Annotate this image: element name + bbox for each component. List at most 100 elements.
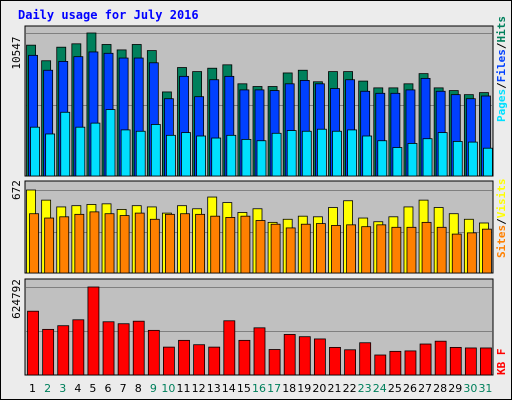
bar-sites-day-15 (240, 215, 251, 274)
bar-pages-day-26 (407, 143, 418, 177)
top-ymax-label: 10547 (10, 36, 23, 69)
x-tick-label: 14 (222, 382, 236, 395)
middle-legend: Sites/Visits (495, 179, 508, 259)
bar-pages-day-8 (135, 130, 146, 177)
bar-kbytes-day-9 (147, 329, 160, 376)
bar-kbytes-day-14 (223, 320, 236, 376)
bar-sites-day-30 (466, 232, 477, 274)
bar-pages-day-15 (241, 138, 252, 177)
x-tick-label: 8 (135, 382, 142, 395)
bar-kbytes-day-5 (87, 286, 100, 376)
bar-pages-day-9 (150, 124, 161, 177)
bar-pages-day-30 (467, 141, 478, 177)
middle-ymax-label: 672 (10, 180, 23, 200)
bar-kbytes-day-12 (193, 344, 206, 376)
bar-sites-day-26 (406, 226, 417, 274)
bar-kbytes-day-28 (434, 340, 447, 376)
bar-pages-day-1 (30, 126, 40, 177)
x-tick-label: 29 (448, 382, 462, 395)
bar-sites-day-23 (361, 226, 372, 274)
bar-pages-day-23 (362, 135, 373, 177)
x-axis-labels: 1 2 3 4 5 6 7 8 9 10 11 12 13 14 15 16 17 18 19 20 21 22 23 24 2… (29, 382, 492, 395)
bar-pages-day-18 (286, 130, 297, 177)
bar-sites-day-7 (119, 215, 130, 274)
bar-pages-day-2 (45, 133, 56, 177)
legend-visits: Visits (495, 179, 508, 219)
legend-sites: Sites (495, 225, 508, 258)
x-tick-label: 26 (403, 382, 417, 395)
bars-layer (26, 32, 493, 376)
bar-sites-day-21 (331, 225, 341, 274)
bar-sites-day-5 (89, 211, 100, 274)
bar-kbytes-day-24 (374, 354, 387, 376)
bar-sites-day-2 (44, 217, 55, 274)
bar-kbytes-day-3 (57, 325, 70, 376)
bar-kbytes-day-15 (238, 339, 251, 376)
bottom-ymax-label: 624792 (10, 279, 23, 319)
bar-pages-day-13 (211, 137, 222, 177)
bar-sites-day-27 (421, 221, 432, 274)
bar-pages-day-31 (483, 147, 493, 177)
x-tick-label: 19 (297, 382, 311, 395)
bar-sites-day-22 (346, 224, 356, 274)
legend-kbytes: KB F (495, 349, 508, 376)
bar-pages-day-14 (226, 134, 237, 177)
bar-kbytes-day-13 (208, 346, 221, 376)
x-tick-label: 16 (252, 382, 266, 395)
x-tick-label: 12 (192, 382, 206, 395)
bar-sites-day-16 (255, 220, 266, 274)
bar-pages-day-28 (437, 132, 448, 177)
bar-kbytes-day-6 (102, 321, 115, 376)
svg-text:Sites/Visits: Sites/Visits (495, 179, 508, 259)
bar-kbytes-day-27 (419, 343, 432, 376)
bar-sites-day-17 (270, 223, 281, 274)
x-tick-label: 22 (343, 382, 357, 395)
bar-kbytes-day-1 (27, 310, 39, 376)
bar-pages-day-6 (105, 109, 116, 177)
bar-pages-day-11 (181, 132, 191, 177)
bar-kbytes-day-4 (72, 319, 85, 376)
bar-sites-day-14 (225, 217, 236, 274)
svg-text:Pages/Files/Hits: Pages/Files/Hits (495, 16, 508, 122)
legend-sep: / (495, 218, 508, 225)
x-tick-label: 18 (282, 382, 296, 395)
bar-sites-day-18 (285, 227, 296, 274)
bar-kbytes-day-20 (313, 338, 326, 376)
bar-pages-day-7 (120, 129, 131, 177)
x-tick-label: 3 (59, 382, 66, 395)
bar-sites-day-9 (149, 218, 160, 274)
bar-kbytes-day-22 (344, 349, 356, 376)
x-tick-label: 10 (161, 382, 175, 395)
x-tick-label: 13 (207, 382, 221, 395)
bar-kbytes-day-19 (298, 336, 311, 376)
bar-kbytes-day-17 (268, 349, 281, 376)
bar-sites-day-13 (210, 215, 221, 274)
bar-kbytes-day-29 (449, 346, 462, 376)
x-tick-label: 2 (44, 382, 51, 395)
bar-pages-day-22 (347, 129, 357, 177)
bar-sites-day-1 (29, 213, 39, 274)
bar-sites-day-3 (59, 216, 70, 274)
bar-pages-day-29 (452, 141, 463, 177)
x-tick-label: 20 (312, 382, 326, 395)
x-tick-label: 7 (120, 382, 127, 395)
bar-kbytes-day-16 (253, 327, 266, 376)
x-tick-label: 31 (478, 382, 492, 395)
x-tick-label: 11 (177, 382, 191, 395)
bar-pages-day-19 (301, 130, 312, 177)
bar-kbytes-day-8 (132, 320, 145, 376)
bar-sites-day-28 (436, 226, 447, 274)
bar-pages-day-20 (316, 128, 327, 177)
bar-kbytes-day-25 (389, 350, 402, 376)
bar-pages-day-5 (90, 122, 101, 177)
bottom-legend: KB F (495, 349, 508, 376)
bar-kbytes-day-2 (42, 328, 55, 376)
bar-kbytes-day-11 (178, 339, 190, 376)
x-tick-label: 30 (463, 382, 477, 395)
x-tick-label: 25 (388, 382, 402, 395)
x-tick-label: 1 (29, 382, 36, 395)
bar-sites-day-31 (482, 228, 492, 274)
bar-pages-day-12 (196, 135, 207, 177)
x-tick-label: 24 (373, 382, 387, 395)
